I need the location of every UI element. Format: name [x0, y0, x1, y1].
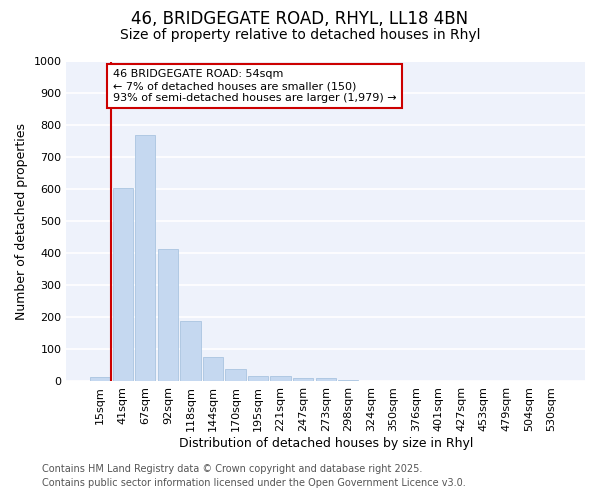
- Text: 46 BRIDGEGATE ROAD: 54sqm
← 7% of detached houses are smaller (150)
93% of semi-: 46 BRIDGEGATE ROAD: 54sqm ← 7% of detach…: [113, 70, 396, 102]
- Bar: [293, 378, 313, 382]
- Bar: [113, 188, 133, 382]
- Y-axis label: Number of detached properties: Number of detached properties: [15, 123, 28, 320]
- Bar: [90, 376, 110, 382]
- Bar: [248, 376, 268, 382]
- Bar: [135, 135, 155, 382]
- Bar: [338, 380, 358, 382]
- Text: Contains HM Land Registry data © Crown copyright and database right 2025.
Contai: Contains HM Land Registry data © Crown c…: [42, 464, 466, 487]
- Bar: [271, 376, 291, 382]
- Bar: [180, 320, 200, 382]
- Bar: [203, 358, 223, 382]
- X-axis label: Distribution of detached houses by size in Rhyl: Distribution of detached houses by size …: [179, 437, 473, 450]
- Bar: [316, 378, 336, 382]
- Bar: [226, 368, 245, 382]
- Bar: [158, 248, 178, 382]
- Text: 46, BRIDGEGATE ROAD, RHYL, LL18 4BN: 46, BRIDGEGATE ROAD, RHYL, LL18 4BN: [131, 10, 469, 28]
- Text: Size of property relative to detached houses in Rhyl: Size of property relative to detached ho…: [120, 28, 480, 42]
